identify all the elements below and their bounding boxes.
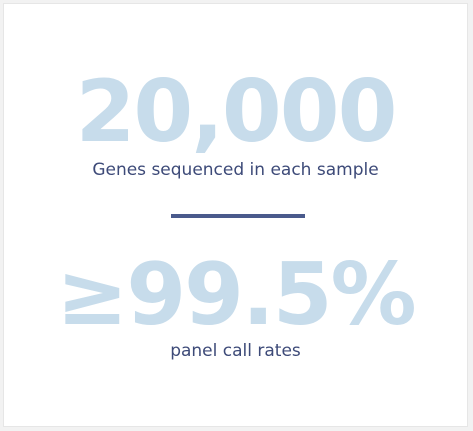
stats-card: 20,000 Genes sequenced in each sample ≥9… [3, 3, 468, 427]
stat-label-genes: Genes sequenced in each sample [92, 160, 379, 180]
stat-label-call-rate: panel call rates [170, 341, 301, 361]
divider [171, 214, 305, 218]
stat-value-genes: 20,000 [75, 62, 398, 162]
stat-value-call-rate: ≥99.5% [56, 245, 416, 345]
